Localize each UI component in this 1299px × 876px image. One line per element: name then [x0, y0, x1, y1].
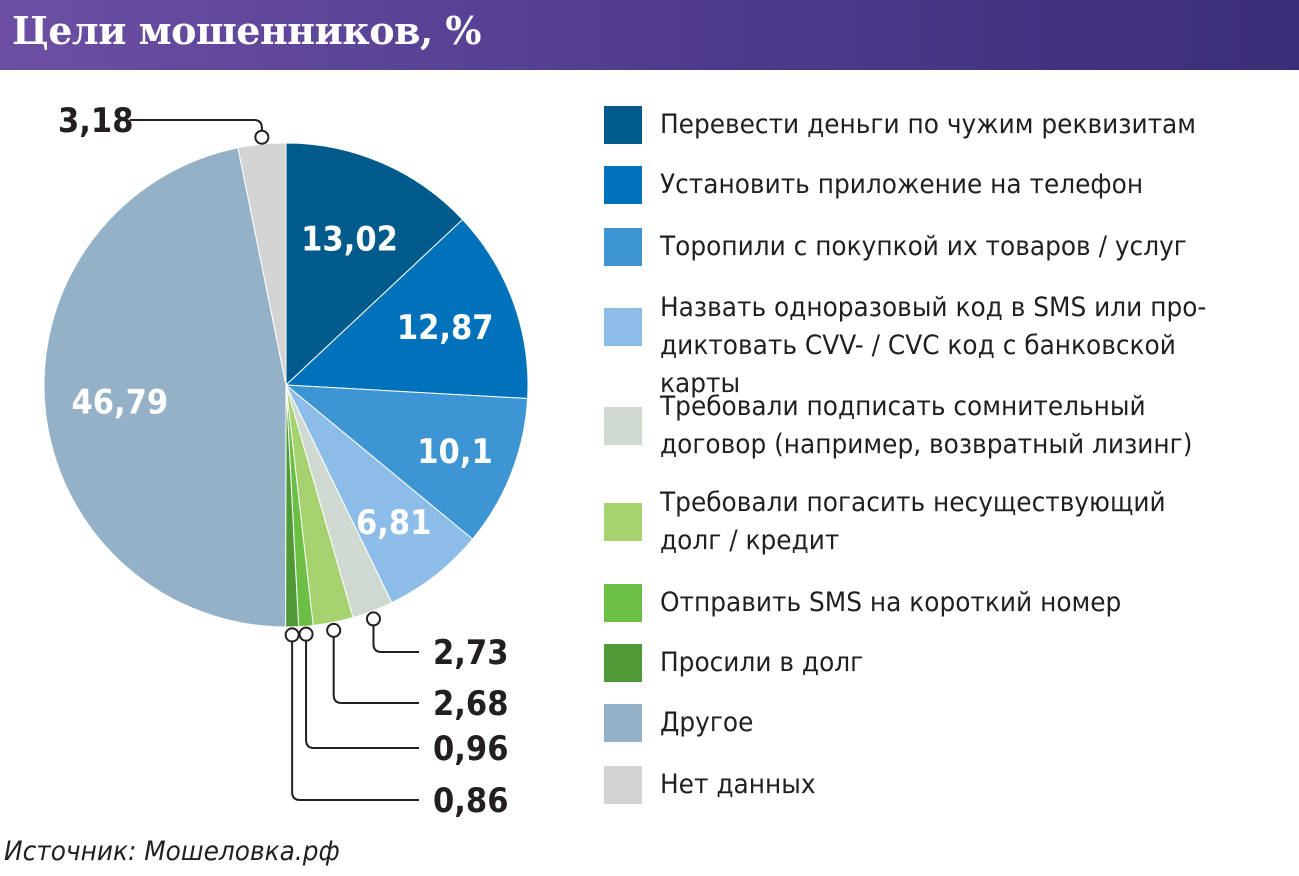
data-label-6: 0,96: [433, 729, 508, 769]
legend-swatch: [604, 106, 642, 144]
callout-marker-5: [326, 622, 342, 638]
data-label-3: 6,81: [356, 503, 431, 543]
callout-line-9: [130, 119, 263, 138]
legend-label: Назвать одноразовый код в SMS или про- д…: [660, 292, 1207, 399]
legend-label: Нет данных: [660, 769, 816, 800]
chart-title: Цели мошенников, %: [12, 8, 482, 53]
legend-item: Другое: [604, 704, 762, 742]
legend-item: Требовали погасить несуществующий долг /…: [604, 484, 1210, 560]
callout-marker-9: [254, 129, 270, 145]
pie-slice-0: [285, 142, 464, 387]
legend-label: Установить приложение на телефон: [660, 169, 1144, 200]
legend-item: Требовали подписать сомнительный договор…: [604, 388, 1239, 464]
legend-label: Просили в долг: [660, 647, 864, 678]
legend-label: Отправить SMS на короткий номер: [660, 587, 1122, 618]
legend-label: Требовали подписать сомнительный договор…: [660, 391, 1193, 460]
legend-item: Отправить SMS на короткий номер: [604, 584, 1161, 622]
data-label-5: 2,68: [433, 684, 508, 724]
pie-slice-2: [284, 384, 529, 540]
legend-item: Просили в долг: [604, 644, 881, 682]
legend-label: Другое: [660, 707, 754, 738]
callout-line-6: [305, 634, 419, 749]
data-label-9: 3,18: [58, 101, 133, 141]
callout-line-5: [332, 630, 419, 704]
callout-marker-6: [298, 626, 314, 642]
legend-label: Перевести деньги по чужим реквизитам: [660, 109, 1197, 140]
data-label-4: 2,73: [433, 633, 508, 673]
legend-item: Перевести деньги по чужим реквизитам: [604, 106, 1243, 144]
callout-marker-4: [365, 611, 381, 627]
data-label-0: 13,02: [301, 219, 398, 259]
legend-swatch: [604, 228, 642, 266]
legend-label: Торопили с покупкой их товаров / услуг: [660, 231, 1187, 262]
data-label-7: 0,86: [433, 781, 508, 821]
legend-swatch: [604, 166, 642, 204]
legend-item: Нет данных: [604, 766, 829, 804]
callout-marker-7: [284, 627, 300, 643]
legend-swatch: [604, 766, 642, 804]
legend-item: Торопили с покупкой их товаров / услуг: [604, 228, 1233, 266]
legend-item: Установить приложение на телефон: [604, 166, 1185, 204]
legend-item: Назвать одноразовый код в SMS или про- д…: [604, 289, 1299, 403]
legend-swatch: [604, 503, 642, 541]
data-label-1: 12,87: [397, 308, 494, 348]
source-note: Источник: Мошеловка.рф: [4, 836, 340, 867]
legend-label: Требовали погасить несуществующий долг /…: [660, 487, 1166, 556]
legend-swatch: [604, 407, 642, 445]
data-label-2: 10,1: [417, 432, 492, 472]
legend-swatch: [604, 704, 642, 742]
title-bar: Цели мошенников, %: [0, 0, 1299, 70]
pie-slice-8: [43, 147, 287, 628]
legend-swatch: [604, 308, 642, 346]
callout-line-7: [291, 634, 419, 801]
pie-slice-1: [284, 218, 529, 400]
pie-chart: 13,02 12,87 10,1 6,81 46,79 2,73 2,68 0,96 0,86 3…: [43, 101, 529, 821]
legend-swatch: [604, 644, 642, 682]
data-label-8: 46,79: [71, 382, 168, 422]
callout-line-4: [372, 618, 419, 653]
legend-swatch: [604, 584, 642, 622]
